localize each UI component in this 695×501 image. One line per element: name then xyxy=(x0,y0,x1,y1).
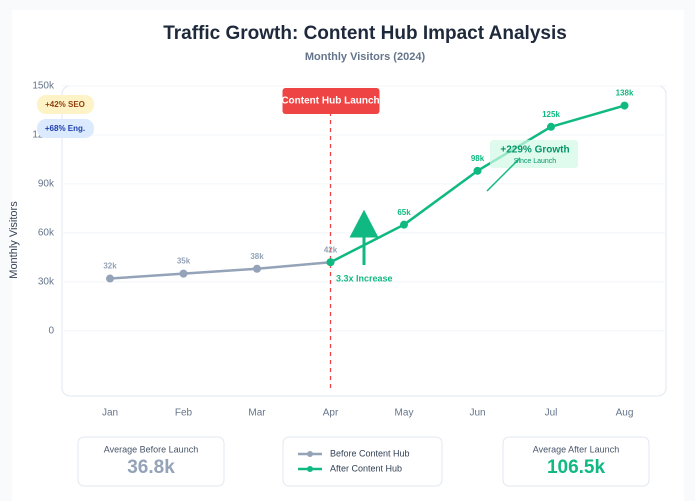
y-tick-label: 90k xyxy=(38,179,55,190)
growth-box xyxy=(490,140,578,168)
y-tick-label: 30k xyxy=(38,276,55,287)
y-tick-label: 0 xyxy=(48,325,54,336)
data-label: 98k xyxy=(471,154,485,163)
data-label: 38k xyxy=(250,252,264,261)
growth-arrow xyxy=(349,209,379,265)
x-tick-label: Mar xyxy=(248,408,266,419)
data-label: 125k xyxy=(542,110,560,119)
data-label: 32k xyxy=(103,262,117,271)
stat-value: 106.5k xyxy=(547,457,606,478)
y-tick-label: 60k xyxy=(38,227,55,238)
data-label: 65k xyxy=(397,208,411,217)
legend-label: Before Content Hub xyxy=(330,448,410,458)
data-point xyxy=(400,220,408,229)
seo-label: +42% SEO xyxy=(45,100,85,109)
stat-label: Average After Launch xyxy=(533,444,619,454)
data-point xyxy=(547,122,555,131)
data-point xyxy=(179,269,188,278)
x-tick-label: Jul xyxy=(545,408,558,419)
x-tick-label: Feb xyxy=(175,408,193,419)
launch-badge xyxy=(282,88,380,114)
data-point xyxy=(473,166,482,175)
x-tick-label: May xyxy=(395,408,414,419)
data-point xyxy=(106,274,114,283)
engagement-label: +68% Eng. xyxy=(45,124,85,133)
data-point xyxy=(253,264,261,273)
x-tick-label: Jun xyxy=(469,408,485,419)
x-tick-label: Apr xyxy=(323,408,339,419)
stat-label: Average Before Launch xyxy=(104,444,198,454)
stat-card xyxy=(502,436,650,487)
series-line xyxy=(109,260,331,280)
chart-subtitle: Monthly Visitors (2024) xyxy=(305,51,426,63)
legend-dot xyxy=(307,451,313,457)
data-label: 35k xyxy=(177,257,191,266)
growth-pointer xyxy=(486,157,521,192)
legend-label: After Content Hub xyxy=(330,463,402,473)
data-label: 42k xyxy=(324,245,338,254)
y-tick-label: 150k xyxy=(32,81,55,92)
data-point xyxy=(620,101,629,110)
launch-label: Content Hub Launch xyxy=(281,96,379,107)
data-label: 138k xyxy=(616,89,634,98)
legend-box xyxy=(282,436,443,487)
x-tick-label: Jan xyxy=(102,408,118,419)
x-tick-label: Aug xyxy=(616,408,634,419)
growth-label: +229% Growth xyxy=(500,145,569,156)
legend-dot xyxy=(307,466,313,472)
data-point xyxy=(326,258,335,267)
stat-card xyxy=(77,436,225,487)
y-axis-title: Monthly Visitors xyxy=(8,201,20,279)
engagement-badge xyxy=(37,119,94,138)
growth-note: Since Launch xyxy=(514,158,557,165)
increase-label: 3.3x Increase xyxy=(336,273,393,283)
seo-badge xyxy=(37,95,94,114)
chart-title: Traffic Growth: Content Hub Impact Analy… xyxy=(163,23,567,44)
stat-value: 36.8k xyxy=(127,457,175,478)
